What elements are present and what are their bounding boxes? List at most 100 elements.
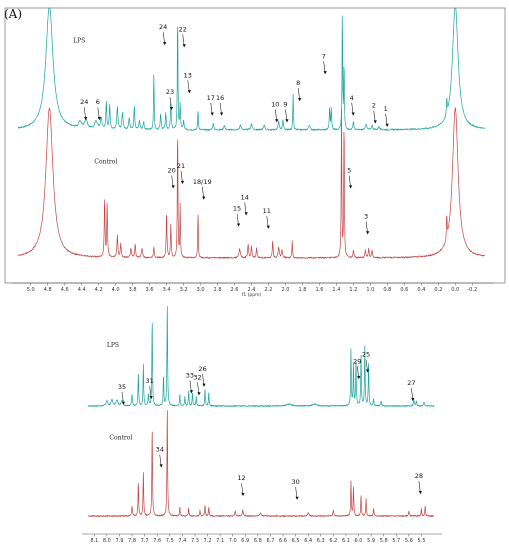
peak-arrowhead bbox=[298, 98, 302, 102]
peak-arrowhead bbox=[385, 123, 389, 127]
x-tick-label: 2.0 bbox=[281, 287, 289, 293]
peak-arrowhead bbox=[171, 185, 175, 189]
x-tick-label: 7.0 bbox=[229, 538, 237, 544]
peak-label: 6 bbox=[96, 98, 100, 106]
peak-arrowhead bbox=[149, 396, 153, 400]
series-line-lps bbox=[87, 305, 435, 407]
panel-label: (A) bbox=[4, 7, 22, 21]
series-line-control bbox=[17, 107, 486, 259]
peak-arrowhead bbox=[202, 383, 206, 387]
peak-arrowhead bbox=[121, 401, 126, 405]
peak-label: 17 bbox=[207, 94, 215, 102]
peak-label: 2 bbox=[372, 102, 376, 110]
x-tick-label: 3.0 bbox=[197, 287, 205, 293]
peak-arrowhead bbox=[202, 196, 206, 200]
peak-label: 15 bbox=[233, 205, 241, 213]
x-tick-label: 2.6 bbox=[231, 287, 239, 293]
x-tick-label: 0.4 bbox=[417, 287, 425, 293]
peak-arrowhead bbox=[169, 106, 174, 111]
x-tick-label: 8.0 bbox=[103, 538, 111, 544]
peak-arrowhead bbox=[163, 42, 167, 46]
x-tick-label: 0.0 bbox=[451, 287, 459, 293]
x-tick-label: 7.7 bbox=[141, 538, 149, 544]
series-label: LPS bbox=[107, 342, 119, 349]
peak-label: 18/19 bbox=[193, 178, 212, 186]
series-line-lps bbox=[17, 7, 486, 131]
peak-label: 20 bbox=[168, 167, 176, 175]
x-tick-label: 6.0 bbox=[355, 538, 363, 544]
peak-label: 13 bbox=[184, 71, 192, 79]
peak-label: 26 bbox=[198, 365, 206, 373]
x-tick-label: 4.8 bbox=[44, 287, 52, 293]
x-tick-label: 1.8 bbox=[298, 287, 306, 293]
x-tick-label: 6.5 bbox=[292, 538, 300, 544]
x-tick-label: 5.5 bbox=[417, 538, 425, 544]
peak-label: 5 bbox=[347, 167, 351, 175]
peak-arrowhead bbox=[351, 112, 355, 116]
peak-arrowhead bbox=[418, 491, 423, 495]
x-tick-label: 4.2 bbox=[95, 287, 103, 293]
x-tick-label: 7.9 bbox=[115, 538, 123, 544]
peak-arrowhead bbox=[295, 496, 299, 500]
peak-label: 14 bbox=[241, 193, 249, 201]
x-tick-label: 3.8 bbox=[129, 287, 137, 293]
peak-arrowhead bbox=[97, 117, 101, 121]
peak-label: 10 bbox=[271, 100, 279, 108]
peak-label: 22 bbox=[179, 25, 187, 33]
peak-arrowhead bbox=[349, 185, 353, 189]
x-tick-label: 8.1 bbox=[90, 538, 98, 544]
x-tick-label: 2.2 bbox=[265, 287, 273, 293]
peak-arrowhead bbox=[189, 390, 194, 394]
peak-arrowhead bbox=[180, 180, 185, 185]
x-tick-label: 5.9 bbox=[367, 538, 375, 544]
peak-arrowhead bbox=[365, 369, 370, 373]
peak-label: 12 bbox=[237, 474, 245, 482]
x-tick-label: 6.3 bbox=[317, 538, 325, 544]
series-line-control bbox=[87, 410, 435, 517]
x-tick-label: 2.4 bbox=[248, 287, 256, 293]
peak-label: 28 bbox=[415, 472, 423, 480]
x-tick-label: 4.6 bbox=[61, 287, 69, 293]
x-tick-label: -0.2 bbox=[467, 287, 477, 293]
peak-label: 24 bbox=[80, 98, 88, 106]
peak-arrowhead bbox=[285, 119, 289, 123]
x-tick-label: 6.7 bbox=[266, 538, 274, 544]
x-tick-label: 1.0 bbox=[366, 287, 374, 293]
peak-label: 32 bbox=[193, 373, 201, 381]
peak-label: 35 bbox=[118, 383, 126, 391]
series-label: Control bbox=[94, 159, 117, 166]
x-tick-label: 6.4 bbox=[304, 538, 312, 544]
peak-label: 30 bbox=[291, 478, 299, 486]
x-tick-label: 4.4 bbox=[78, 287, 86, 293]
peak-label: 23 bbox=[166, 88, 174, 96]
peak-arrowhead bbox=[182, 44, 186, 48]
x-tick-label: 2.8 bbox=[214, 287, 222, 293]
x-tick-label: 0.8 bbox=[383, 287, 391, 293]
x-tick-label: 3.6 bbox=[146, 287, 154, 293]
peak-arrowhead bbox=[373, 120, 377, 124]
x-tick-label: 7.8 bbox=[128, 538, 136, 544]
peak-label: 21 bbox=[177, 162, 185, 170]
peak-label: 11 bbox=[263, 207, 271, 215]
peak-arrowhead bbox=[219, 112, 224, 116]
x-tick-label: 7.2 bbox=[204, 538, 212, 544]
peak-arrowhead bbox=[187, 90, 191, 94]
peak-arrowhead bbox=[266, 225, 270, 229]
peak-arrowhead bbox=[159, 464, 163, 468]
x-tick-label: 5.6 bbox=[405, 538, 413, 544]
x-tick-label: 4.0 bbox=[112, 287, 120, 293]
x-tick-label: 0.6 bbox=[400, 287, 408, 293]
peak-label: 34 bbox=[156, 446, 164, 454]
x-tick-label: 6.2 bbox=[329, 538, 337, 544]
peak-arrowhead bbox=[241, 492, 245, 497]
peak-label: 27 bbox=[407, 379, 415, 387]
series-label: LPS bbox=[73, 38, 85, 45]
peak-arrowhead bbox=[84, 117, 88, 121]
nmr-spectrum-bottom: 8.1 8.0 7.9 7.8 7.7 7.6 7.5 7.4 7.3 7.2 7.1 7.0 6.9 6… bbox=[82, 305, 442, 544]
peak-label: 7 bbox=[322, 52, 326, 60]
x-axis-label: f1 (ppm) bbox=[242, 292, 262, 298]
peak-label: 24 bbox=[159, 23, 167, 31]
x-tick-label: 3.4 bbox=[163, 287, 171, 293]
peak-label: 25 bbox=[362, 351, 370, 359]
nmr-spectrum-top: 5.0 4.8 4.6 4.4 4.2 4.0 3.8 3.6 3.4 3.2 3.0 2.8 2.6 2… bbox=[4, 7, 506, 298]
